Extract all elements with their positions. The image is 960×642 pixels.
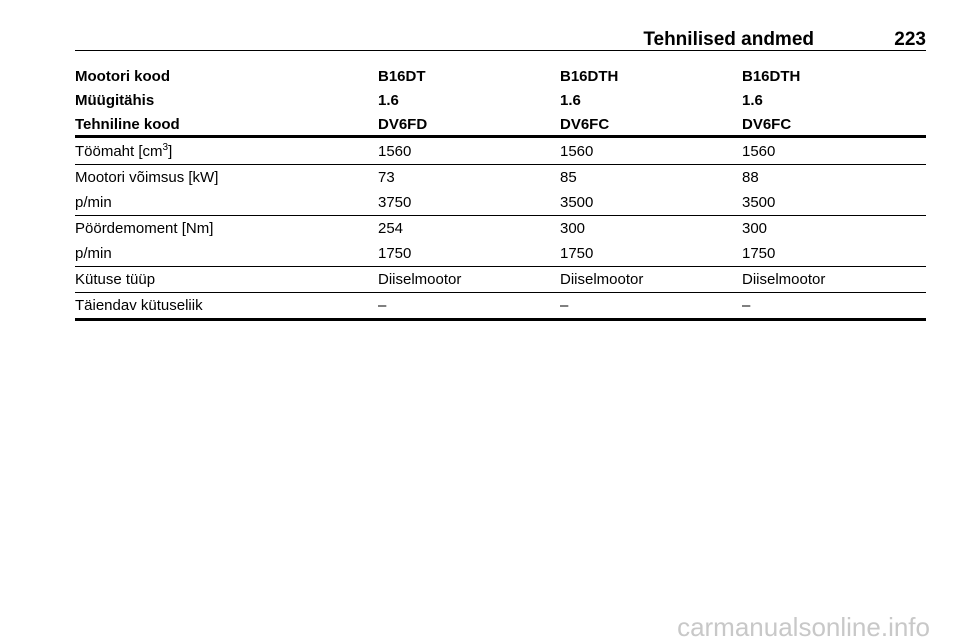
table-cell: Täiendav kütuseliik [75, 297, 203, 314]
table-cell: Tehniline kood [75, 116, 180, 133]
table-cell: Töömaht [cm3] [75, 143, 172, 161]
table-cell: – [742, 297, 751, 314]
header-title: Tehnilised andmed [643, 29, 814, 50]
group-rule [75, 164, 926, 165]
cell-text: 3 [162, 142, 169, 153]
table-cell: 254 [378, 220, 404, 237]
table-cell: 1.6 [560, 92, 581, 109]
table-cell: B16DT [378, 68, 426, 85]
table-cell: 3750 [378, 194, 412, 211]
table-cell: B16DTH [742, 68, 801, 85]
table-cell: 73 [378, 169, 395, 186]
group-rule [75, 215, 926, 216]
table-cell: 1750 [742, 245, 776, 262]
table-cell: 3500 [742, 194, 776, 211]
table-cell: 1.6 [742, 92, 763, 109]
table-cell: – [378, 297, 387, 314]
table-cell: 300 [742, 220, 768, 237]
head-rule [75, 135, 926, 138]
table-cell: 300 [560, 220, 586, 237]
table-cell: Mootori kood [75, 68, 170, 85]
table-cell: 1560 [742, 143, 776, 160]
table-cell: DV6FD [378, 116, 428, 133]
table-cell: Diiselmootor [378, 271, 462, 288]
table-cell: Mootori võimsus [kW] [75, 169, 219, 186]
table-cell: 1750 [560, 245, 594, 262]
table-cell: Müügitähis [75, 92, 155, 109]
group-rule [75, 266, 926, 267]
cell-text: ] [168, 143, 173, 160]
watermark: carmanualsonline.info [677, 612, 930, 642]
table-cell: DV6FC [742, 116, 792, 133]
table-cell: p/min [75, 194, 112, 211]
table-cell: 3500 [560, 194, 594, 211]
table-cell: p/min [75, 245, 112, 262]
table-cell: Diiselmootor [742, 271, 826, 288]
table-cell: B16DTH [560, 68, 619, 85]
table-cell: 1560 [378, 143, 412, 160]
header-rule [75, 50, 926, 51]
table-cell: Diiselmootor [560, 271, 644, 288]
table-cell: 1750 [378, 245, 412, 262]
table-cell: 1560 [560, 143, 594, 160]
page-number: 223 [894, 29, 926, 50]
cell-text: Töömaht [cm [75, 143, 163, 160]
table-cell: DV6FC [560, 116, 610, 133]
table-cell: 85 [560, 169, 577, 186]
table-end-rule [75, 318, 926, 321]
table-cell: – [560, 297, 569, 314]
table-cell: Pöördemoment [Nm] [75, 220, 214, 237]
table-cell: 88 [742, 169, 759, 186]
table-cell: Kütuse tüüp [75, 271, 156, 288]
group-rule [75, 292, 926, 293]
table-cell: 1.6 [378, 92, 399, 109]
